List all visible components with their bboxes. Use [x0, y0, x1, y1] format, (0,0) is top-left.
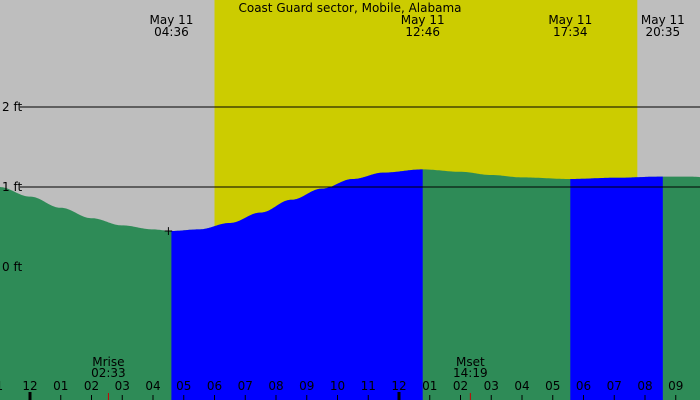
x-tick-label: 01 [422, 379, 437, 393]
x-tick-label: 01 [53, 379, 68, 393]
y-axis-labels: 2 ft 1 ft 0 ft [2, 100, 22, 274]
tide-highlight-band-2 [570, 176, 663, 400]
x-tick-label: 12 [391, 379, 406, 393]
x-axis: 1 12 01 02 03 04 05 06 07 08 09 10 11 12 01 02 03 04 05 06 0… [0, 379, 683, 400]
extreme-date-label: May 11 [401, 13, 445, 27]
x-tick-label: 04 [514, 379, 529, 393]
extreme-date-label: May 11 [641, 13, 685, 27]
x-tick-label: 07 [238, 379, 253, 393]
x-tick-label: 10 [330, 379, 345, 393]
x-tick-label: 1 [0, 379, 3, 393]
chart-title: Coast Guard sector, Mobile, Alabama [238, 1, 461, 15]
x-tick-label: 02 [84, 379, 99, 393]
x-tick-label: 04 [145, 379, 160, 393]
x-tick-label: 08 [637, 379, 652, 393]
x-tick-label: 06 [207, 379, 222, 393]
x-tick-label: 03 [484, 379, 499, 393]
extreme-time-label: 17:34 [553, 25, 588, 39]
x-tick-label: 09 [668, 379, 683, 393]
extreme-time-label: 04:36 [154, 25, 189, 39]
current-tide-marker: + [163, 224, 173, 238]
x-tick-label: 09 [299, 379, 314, 393]
y-tick-label: 2 ft [2, 100, 22, 114]
x-tick-label: 11 [361, 379, 376, 393]
moon-event-time: 02:33 [91, 366, 126, 380]
extreme-time-label: 20:35 [646, 25, 681, 39]
y-tick-label: 0 ft [2, 260, 22, 274]
tide-highlight-band-1 [171, 169, 423, 400]
extreme-time-label: 12:46 [405, 25, 440, 39]
moon-event-time: 14:19 [453, 366, 488, 380]
y-grid-lines [20, 106, 700, 188]
y-tick-label: 1 ft [2, 180, 22, 194]
x-tick-label: 06 [576, 379, 591, 393]
x-tick-label: 02 [453, 379, 468, 393]
x-tick-label: 03 [115, 379, 130, 393]
extreme-date-label: May 11 [548, 13, 592, 27]
water-area [0, 169, 700, 400]
x-tick-label: 05 [176, 379, 191, 393]
x-tick-label: 08 [268, 379, 283, 393]
moon-event-label: Mset [456, 355, 485, 369]
x-tick-label: 12 [22, 379, 37, 393]
moon-event-label: Mrise [92, 355, 124, 369]
extreme-date-label: May 11 [149, 13, 193, 27]
x-tick-label: 05 [545, 379, 560, 393]
x-tick-label: 07 [607, 379, 622, 393]
